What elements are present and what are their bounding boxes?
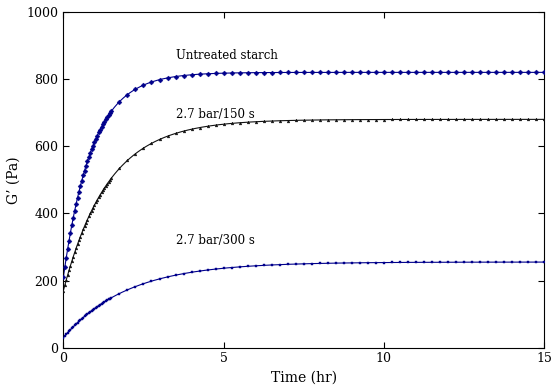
X-axis label: Time (hr): Time (hr) [271, 371, 337, 385]
Y-axis label: G’ (Pa): G’ (Pa) [7, 156, 21, 203]
Text: 2.7 bar/150 s: 2.7 bar/150 s [176, 108, 254, 121]
Text: Untreated starch: Untreated starch [176, 49, 277, 62]
Text: 2.7 bar/300 s: 2.7 bar/300 s [176, 234, 254, 247]
